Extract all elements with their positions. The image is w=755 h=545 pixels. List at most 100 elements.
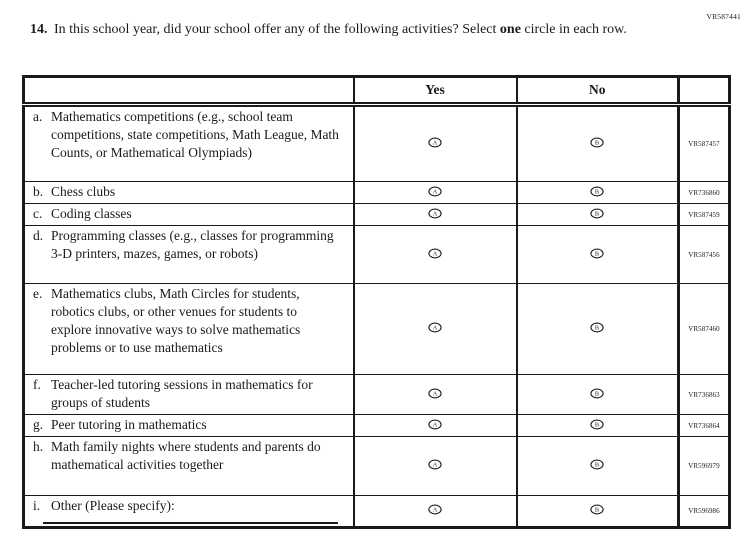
table-row-c: c. Coding classes A B VR587459 [23,203,730,226]
table-row-e: e. Mathematics clubs, Math Circles for s… [23,283,730,375]
yes-bubble[interactable]: A [428,137,442,148]
row-vr-code: VR736864 [677,414,730,437]
row-vr-code: VR736863 [677,374,730,415]
row-label: Teacher-led tutoring sessions in mathema… [51,377,313,410]
row-vr-code: VR596986 [677,495,730,528]
no-option-cell: B [515,203,679,226]
svg-text:A: A [433,325,438,332]
row-letter: g. [33,417,44,432]
row-vr-code: VR596979 [677,436,730,496]
no-bubble[interactable]: B [590,248,604,259]
table-row-h: h. Math family nights where students and… [23,436,730,496]
yes-bubble[interactable]: A [428,322,442,333]
yes-bubble[interactable]: A [428,208,442,219]
yes-option-cell: A [352,495,517,528]
no-option-cell: B [515,436,679,496]
row-label: Chess clubs [51,184,116,199]
no-bubble[interactable]: B [590,322,604,333]
no-bubble[interactable]: B [590,419,604,430]
row-label: Mathematics competitions (e.g., school t… [51,109,339,160]
row-letter: a. [33,109,43,124]
header-no: No [515,76,679,107]
no-bubble[interactable]: B [590,388,604,399]
yes-option-cell: A [352,374,517,415]
table-row-a: a. Mathematics competitions (e.g., schoo… [23,104,730,182]
row-vr-code: VR587459 [677,203,730,226]
yes-option-cell: A [352,283,517,375]
table-row-g: g. Peer tutoring in mathematics A B VR73… [23,414,730,437]
svg-text:A: A [433,188,438,195]
yes-bubble[interactable]: A [428,504,442,515]
question-text: In this school year, did your school off… [54,22,627,37]
yes-bubble[interactable]: A [428,459,442,470]
no-bubble[interactable]: B [590,208,604,219]
yes-option-cell: A [352,203,517,226]
question-number: 14. [30,22,48,37]
no-bubble[interactable]: B [590,186,604,197]
question-14: 14. In this school year, did your school… [30,20,640,39]
svg-text:B: B [595,250,599,257]
yes-option-cell: A [352,414,517,437]
svg-text:B: B [595,140,599,147]
question-bold-word: one [499,22,521,37]
yes-option-cell: A [352,436,517,496]
no-option-cell: B [515,495,679,528]
table-row-i: i. Other (Please specify): A B VR596986 [23,495,730,528]
no-option-cell: B [515,374,679,415]
svg-text:A: A [433,210,438,217]
table-row-b: b. Chess clubs A B VR736860 [23,181,730,204]
question-vr-code: VR587441 [706,12,741,21]
no-option-cell: B [515,181,679,204]
no-option-cell: B [515,283,679,375]
table-row-d: d. Programming classes (e.g., classes fo… [23,225,730,284]
svg-text:B: B [595,188,599,195]
svg-text:B: B [595,390,599,397]
yes-bubble[interactable]: A [428,419,442,430]
yes-option-cell: A [352,104,517,182]
row-letter: i. [33,498,41,513]
row-label: Coding classes [51,206,132,221]
svg-text:B: B [595,421,599,428]
no-option-cell: B [515,225,679,284]
row-vr-code: VR587456 [677,225,730,284]
svg-text:B: B [595,325,599,332]
row-letter: e. [33,286,43,301]
no-bubble[interactable]: B [590,137,604,148]
row-vr-code: VR736860 [677,181,730,204]
header-code-cell [677,76,730,107]
yes-option-cell: A [352,181,517,204]
svg-text:A: A [433,390,438,397]
svg-text:A: A [433,250,438,257]
row-vr-code: VR587460 [677,283,730,375]
svg-text:B: B [595,210,599,217]
yes-option-cell: A [352,225,517,284]
row-label: Programming classes (e.g., classes for p… [51,228,334,261]
row-letter: c. [33,206,43,221]
response-table: Yes No a. Mathematics competitions (e.g.… [22,75,731,529]
row-label: Peer tutoring in mathematics [51,417,207,432]
row-label: Math family nights where students and pa… [51,439,321,472]
row-letter: d. [33,228,44,243]
row-letter: h. [33,439,44,454]
table-header-row: Yes No [23,76,730,107]
row-vr-code: VR587457 [677,104,730,182]
no-option-cell: B [515,414,679,437]
svg-text:A: A [433,507,438,514]
yes-bubble[interactable]: A [428,248,442,259]
yes-bubble[interactable]: A [428,186,442,197]
yes-bubble[interactable]: A [428,388,442,399]
svg-text:A: A [433,462,438,469]
no-bubble[interactable]: B [590,459,604,470]
header-yes: Yes [352,76,517,107]
no-bubble[interactable]: B [590,504,604,515]
row-letter: b. [33,184,44,199]
no-option-cell: B [515,104,679,182]
row-letter: f. [33,377,41,392]
table-row-f: f. Teacher-led tutoring sessions in math… [23,374,730,415]
svg-text:B: B [595,507,599,514]
row-label: Other (Please specify): [51,498,175,513]
svg-text:B: B [595,462,599,469]
other-specify-line[interactable] [43,522,338,524]
header-stem-cell [23,76,354,107]
